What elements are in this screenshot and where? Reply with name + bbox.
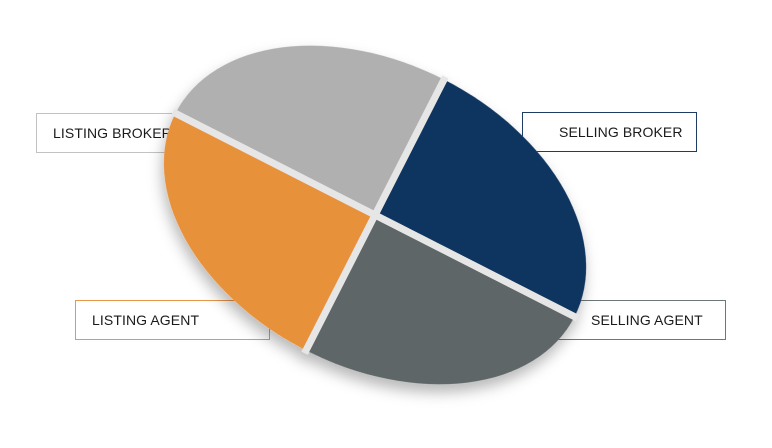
selling-agent-label: SELLING AGENT [591,312,703,328]
divider-vertical [301,75,449,355]
selling-broker-label: SELLING BROKER [559,124,683,140]
selling-broker-segment [375,79,587,317]
selling-broker-label-box: SELLING BROKER [522,112,697,152]
listing-agent-label-box: LISTING AGENT [75,300,270,340]
selling-agent-label-box: SELLING AGENT [552,300,726,340]
listing-broker-label: LISTING BROKER [53,125,172,141]
selling-agent-segment [305,215,575,385]
listing-agent-segment [163,113,375,351]
listing-agent-label: LISTING AGENT [92,312,200,328]
listing-broker-segment [175,45,445,215]
